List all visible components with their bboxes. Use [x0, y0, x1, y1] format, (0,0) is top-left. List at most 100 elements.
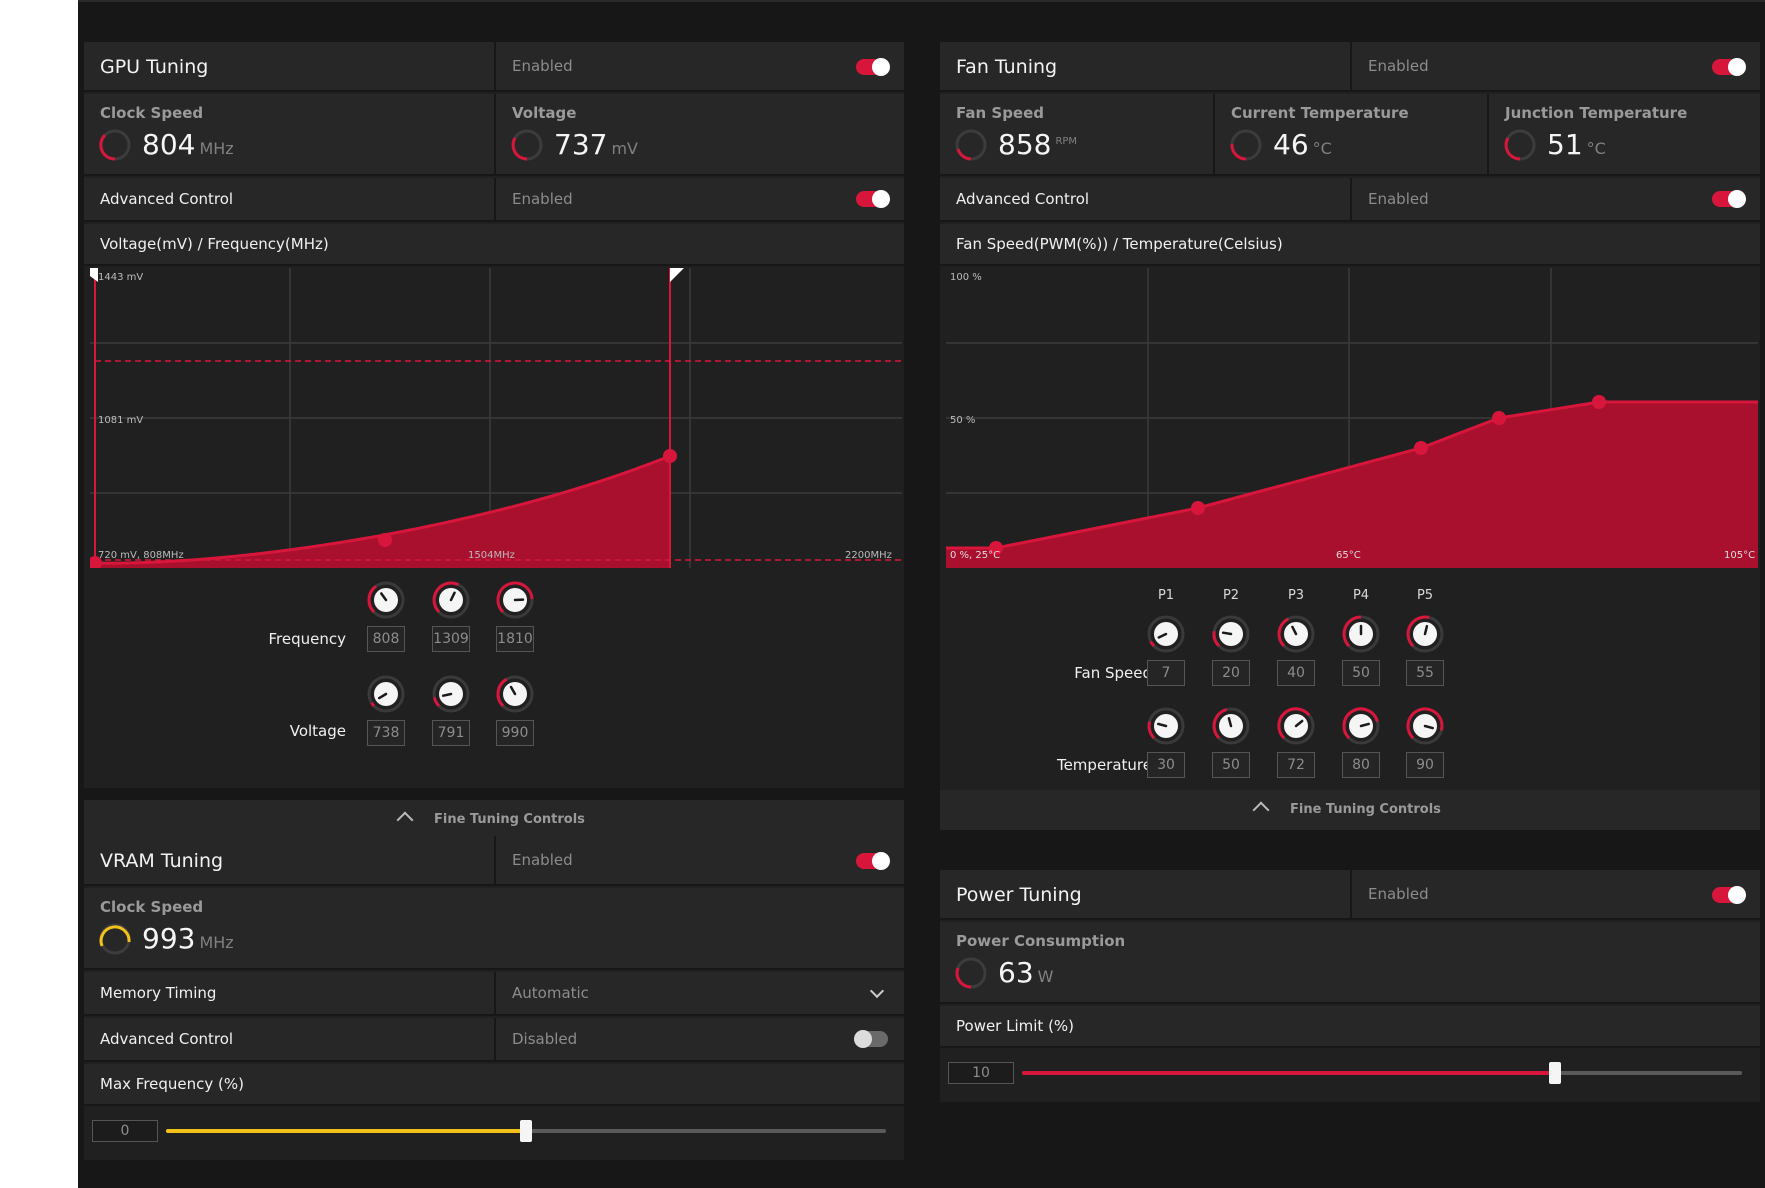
- gpu-voltage-knob-1[interactable]: [366, 674, 406, 714]
- fan-speed-knob-4[interactable]: [1341, 614, 1381, 654]
- fan-speed-unit: RPM: [1055, 136, 1078, 147]
- gpu-frequency-value-1[interactable]: 808: [367, 626, 405, 652]
- fan-speed-value-5[interactable]: 55: [1406, 660, 1444, 686]
- gpu-voltage-value-3[interactable]: 990: [496, 720, 534, 746]
- gpu-curve-point-3[interactable]: [663, 449, 677, 463]
- power-limit-input[interactable]: 10: [948, 1062, 1014, 1084]
- power-limit-slider[interactable]: [1022, 1071, 1742, 1075]
- gpu-voltage-value-1[interactable]: 738: [367, 720, 405, 746]
- fan-fine-tuning-controls[interactable]: Fine Tuning Controls: [940, 790, 1760, 830]
- gpu-clock-value: 804: [142, 128, 196, 161]
- fan-current-temp-label: Current Temperature: [1231, 104, 1409, 122]
- fan-curve-point-1[interactable]: [989, 541, 1003, 555]
- fan-curve-point-2[interactable]: [1191, 501, 1205, 515]
- gpu-left-flag-icon[interactable]: [90, 268, 98, 282]
- fan-speed-knob-1[interactable]: [1146, 614, 1186, 654]
- vram-advanced-row: Advanced Control Disabled: [84, 1018, 904, 1062]
- fan-speed-knob-5[interactable]: [1405, 614, 1445, 654]
- gpu-advanced-toggle[interactable]: [856, 190, 890, 208]
- chevron-down-icon: [869, 983, 885, 999]
- gpu-curve-point-1[interactable]: [90, 556, 102, 568]
- gpu-curve-point-2[interactable]: [378, 533, 392, 547]
- gpu-clock-gauge-icon: [99, 129, 131, 161]
- gpu-chart-label-xmax: 2200MHz: [845, 550, 892, 561]
- gpu-fine-tuning-controls[interactable]: Fine Tuning Controls: [84, 800, 904, 840]
- gpu-frequency-knob-3[interactable]: [495, 580, 535, 620]
- vram-memory-timing-row: Memory Timing Automatic: [84, 972, 904, 1016]
- fan-advanced-status: Enabled: [1368, 190, 1429, 208]
- gpu-voltage-row-label: Voltage: [289, 722, 346, 740]
- fan-advanced-toggle[interactable]: [1712, 190, 1746, 208]
- vram-max-freq-input[interactable]: 0: [92, 1120, 158, 1142]
- power-tuning-toggle[interactable]: [1712, 886, 1746, 904]
- fan-tuning-title: Fan Tuning: [956, 56, 1058, 78]
- gpu-frequency-knob-1[interactable]: [366, 580, 406, 620]
- fan-speed-row-label: Fan Speed: [1074, 664, 1152, 682]
- gpu-tuning-toggle[interactable]: [856, 58, 890, 76]
- fan-temperature-knob-2[interactable]: [1211, 706, 1251, 746]
- vram-memory-timing-select[interactable]: Automatic: [494, 972, 904, 1014]
- chevron-up-icon: [396, 811, 414, 829]
- fan-temperature-value-5[interactable]: 90: [1406, 752, 1444, 778]
- chevron-up-icon: [1252, 801, 1270, 819]
- fan-current-temp-unit: °C: [1312, 139, 1332, 158]
- fan-speed-label: Fan Speed: [956, 104, 1045, 122]
- fan-chart-label-bottom: 0 %, 25°C: [950, 550, 1000, 561]
- fan-curve-chart[interactable]: 100 % 50 % 0 %, 25°C 65°C 105°C: [946, 268, 1758, 568]
- gpu-voltage-knob-3[interactable]: [495, 674, 535, 714]
- gpu-metrics-row: Clock Speed 804 MHz Voltage 737 mV: [84, 94, 904, 176]
- gpu-curve-line: [94, 454, 671, 565]
- vram-advanced-toggle[interactable]: [854, 1030, 888, 1048]
- fan-temperature-knob-3[interactable]: [1276, 706, 1316, 746]
- gpu-voltage-value-2[interactable]: 791: [432, 720, 470, 746]
- fan-temperature-value-2[interactable]: 50: [1212, 752, 1250, 778]
- gpu-voltage-gauge-icon: [511, 129, 543, 161]
- gpu-frequency-knob-2[interactable]: [431, 580, 471, 620]
- gpu-voltage-label: Voltage: [512, 104, 577, 122]
- gpu-frequency-value-2[interactable]: 1309: [432, 626, 470, 652]
- fan-speed-value-3[interactable]: 40: [1277, 660, 1315, 686]
- fan-junction-temp-metric: Junction Temperature 51 °C: [1487, 94, 1760, 174]
- fan-speed-metric: Fan Speed 858 RPM: [940, 94, 1213, 174]
- gpu-voltage-knob-2[interactable]: [431, 674, 471, 714]
- fan-speed-value-4[interactable]: 50: [1342, 660, 1380, 686]
- gpu-chart-label-mid: 1081 mV: [98, 415, 143, 426]
- fan-temperature-value-3[interactable]: 72: [1277, 752, 1315, 778]
- fan-tuning-toggle[interactable]: [1712, 58, 1746, 76]
- fan-temperature-row-label: Temperature: [1056, 756, 1152, 774]
- power-limit-thumb[interactable]: [1548, 1062, 1561, 1084]
- gpu-vf-curve-chart[interactable]: 1443 mV 1081 mV 720 mV, 808MHz 1504MHz 2…: [90, 268, 902, 568]
- gpu-frequency-value-3[interactable]: 1810: [496, 626, 534, 652]
- fan-junction-temp-unit: °C: [1586, 139, 1606, 158]
- fan-tuning-status: Enabled: [1368, 57, 1429, 75]
- fan-point-label-1: P1: [1157, 588, 1175, 603]
- fan-temperature-value-1[interactable]: 30: [1147, 752, 1185, 778]
- power-consumption-unit: W: [1037, 967, 1054, 986]
- fan-chart-label-xmid: 65°C: [1336, 550, 1361, 561]
- fan-speed-knob-2[interactable]: [1211, 614, 1251, 654]
- vram-tuning-toggle[interactable]: [856, 852, 890, 870]
- power-tuning-header: Power Tuning Enabled: [940, 870, 1760, 920]
- fan-curve-point-3[interactable]: [1414, 441, 1428, 455]
- gpu-tuning-header: GPU Tuning Enabled: [84, 42, 904, 92]
- vram-max-freq-thumb[interactable]: [520, 1120, 532, 1142]
- vram-clock-value: 993: [142, 922, 196, 955]
- fan-speed-value-2[interactable]: 20: [1212, 660, 1250, 686]
- gpu-advanced-row: Advanced Control Enabled: [84, 178, 904, 222]
- fan-speed-value-1[interactable]: 7: [1147, 660, 1185, 686]
- vram-advanced-status: Disabled: [512, 1030, 578, 1048]
- fan-curve-point-5[interactable]: [1592, 395, 1606, 409]
- fan-speed-knob-3[interactable]: [1276, 614, 1316, 654]
- fan-curve-point-4[interactable]: [1492, 411, 1506, 425]
- vram-tuning-title: VRAM Tuning: [100, 850, 224, 872]
- gpu-clock-metric: Clock Speed 804 MHz: [84, 94, 494, 174]
- gpu-right-flag-icon[interactable]: [670, 268, 684, 282]
- vram-memory-timing-value: Automatic: [512, 984, 589, 1002]
- gpu-advanced-label: Advanced Control: [100, 190, 234, 208]
- fan-temperature-value-4[interactable]: 80: [1342, 752, 1380, 778]
- fan-temperature-knob-1[interactable]: [1146, 706, 1186, 746]
- fan-temperature-knob-4[interactable]: [1341, 706, 1381, 746]
- fan-temperature-knob-5[interactable]: [1405, 706, 1445, 746]
- gpu-tuning-status: Enabled: [512, 57, 573, 75]
- fan-point-label-2: P2: [1222, 588, 1240, 603]
